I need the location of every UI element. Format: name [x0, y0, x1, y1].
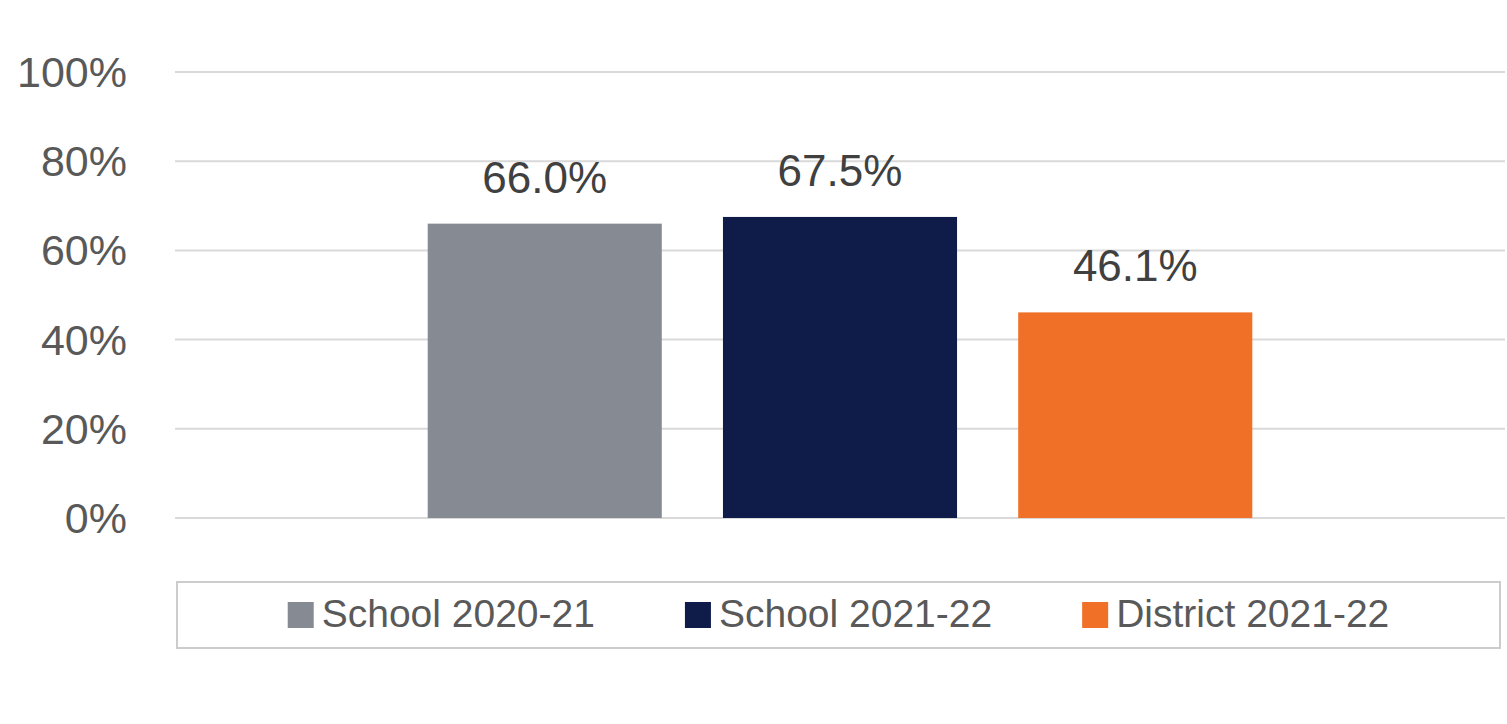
legend-swatch: [288, 602, 314, 628]
chart: 0% 20% 40% 60% 80% 100% 66.0% 67.5% 46.1% School …: [0, 0, 1507, 724]
legend-swatch: [1082, 602, 1108, 628]
legend-label: School 2021-22: [719, 592, 992, 635]
grid-line: [175, 71, 1505, 73]
bar: [723, 217, 957, 518]
data-label: 46.1%: [1073, 241, 1198, 290]
tick-label: 20%: [41, 405, 127, 453]
legend-item: School 2021-22: [685, 592, 992, 635]
bar: [1018, 312, 1252, 518]
tick-label: 40%: [41, 316, 127, 364]
legend-box: [177, 582, 1500, 648]
data-labels: 66.0% 67.5% 46.1%: [482, 146, 1197, 290]
tick-label: 100%: [17, 48, 127, 96]
tick-label: 80%: [41, 137, 127, 185]
data-label: 67.5%: [778, 146, 903, 195]
legend-swatch: [685, 602, 711, 628]
legend: School 2020-21 School 2021-22 District 202…: [177, 582, 1500, 648]
bars: [428, 217, 1253, 518]
data-label: 66.0%: [482, 153, 607, 202]
legend-label: School 2020-21: [322, 592, 595, 635]
tick-label: 60%: [41, 226, 127, 274]
legend-item: District 2021-22: [1082, 592, 1389, 635]
bar: [428, 224, 662, 518]
legend-label: District 2021-22: [1116, 592, 1389, 635]
legend-item: School 2020-21: [288, 592, 595, 635]
tick-label: 0%: [65, 494, 127, 542]
